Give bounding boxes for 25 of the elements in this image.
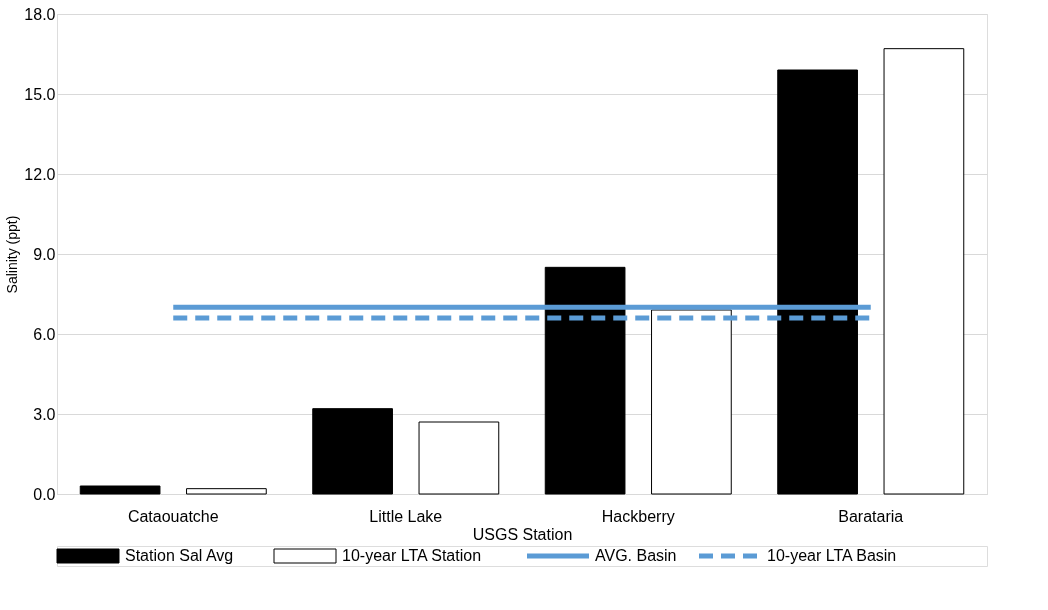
legend-label: Station Sal Avg xyxy=(125,547,234,564)
legend-label: 10-year LTA Station xyxy=(342,547,482,564)
x-tick-label: Barataria xyxy=(838,507,904,525)
bar xyxy=(651,309,732,495)
y-axis-title: Salinity (ppt) xyxy=(4,215,21,294)
y-tick-label: 3.0 xyxy=(33,405,56,423)
legend-label: AVG. Basin xyxy=(595,547,677,564)
x-tick-label: Little Lake xyxy=(369,507,443,525)
bar xyxy=(883,48,965,495)
x-axis-title: USGS Station xyxy=(472,525,573,543)
bar xyxy=(79,485,161,495)
bar xyxy=(777,69,858,495)
y-tick-label: 6.0 xyxy=(33,325,56,343)
y-tick-label: 12.0 xyxy=(24,165,56,183)
x-tick-label: Hackberry xyxy=(601,507,675,525)
y-tick-label: 15.0 xyxy=(24,85,56,103)
bar xyxy=(544,266,626,495)
bar xyxy=(418,421,500,495)
y-tick-label: 18.0 xyxy=(24,5,56,23)
x-tick-label: Cataouatche xyxy=(127,507,219,525)
bar xyxy=(186,488,267,495)
bar xyxy=(312,408,393,495)
y-tick-label: 9.0 xyxy=(33,245,56,263)
legend-label: 10-year LTA Basin xyxy=(767,547,897,564)
y-tick-label: 0.0 xyxy=(33,485,56,503)
